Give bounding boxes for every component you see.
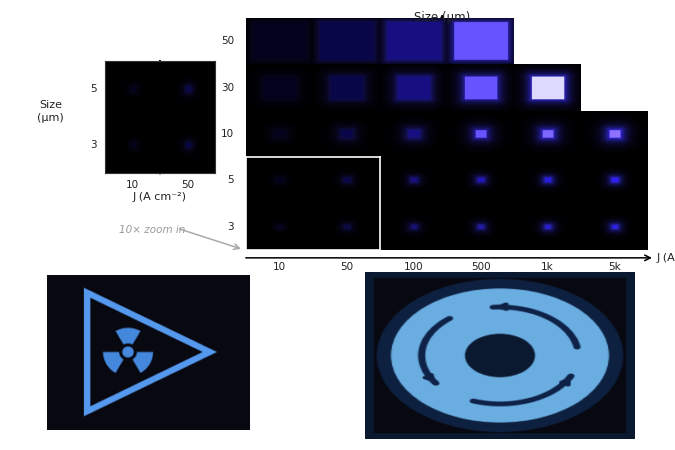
Text: Size
(μm): Size (μm) — [37, 100, 64, 122]
Text: Size (μm): Size (μm) — [414, 11, 470, 24]
Text: 50: 50 — [221, 36, 234, 46]
Text: 50: 50 — [340, 262, 353, 272]
Text: 10: 10 — [221, 129, 234, 139]
Text: 500: 500 — [471, 262, 491, 272]
Text: 5: 5 — [227, 175, 234, 185]
Text: J (A cm⁻²): J (A cm⁻²) — [656, 253, 675, 263]
Text: J (A cm⁻²): J (A cm⁻²) — [133, 192, 187, 202]
Text: 3: 3 — [227, 221, 234, 232]
Text: 30: 30 — [221, 82, 234, 93]
Text: 5k: 5k — [608, 262, 621, 272]
Text: 10× zoom in: 10× zoom in — [119, 225, 185, 235]
Text: 10: 10 — [126, 180, 139, 190]
Text: 50: 50 — [181, 180, 194, 190]
Text: 10: 10 — [273, 262, 286, 272]
Text: 100: 100 — [404, 262, 423, 272]
Text: 1k: 1k — [541, 262, 554, 272]
Text: 1 mm: 1 mm — [244, 397, 276, 407]
Text: 3: 3 — [90, 140, 97, 150]
Text: 5: 5 — [90, 84, 97, 94]
